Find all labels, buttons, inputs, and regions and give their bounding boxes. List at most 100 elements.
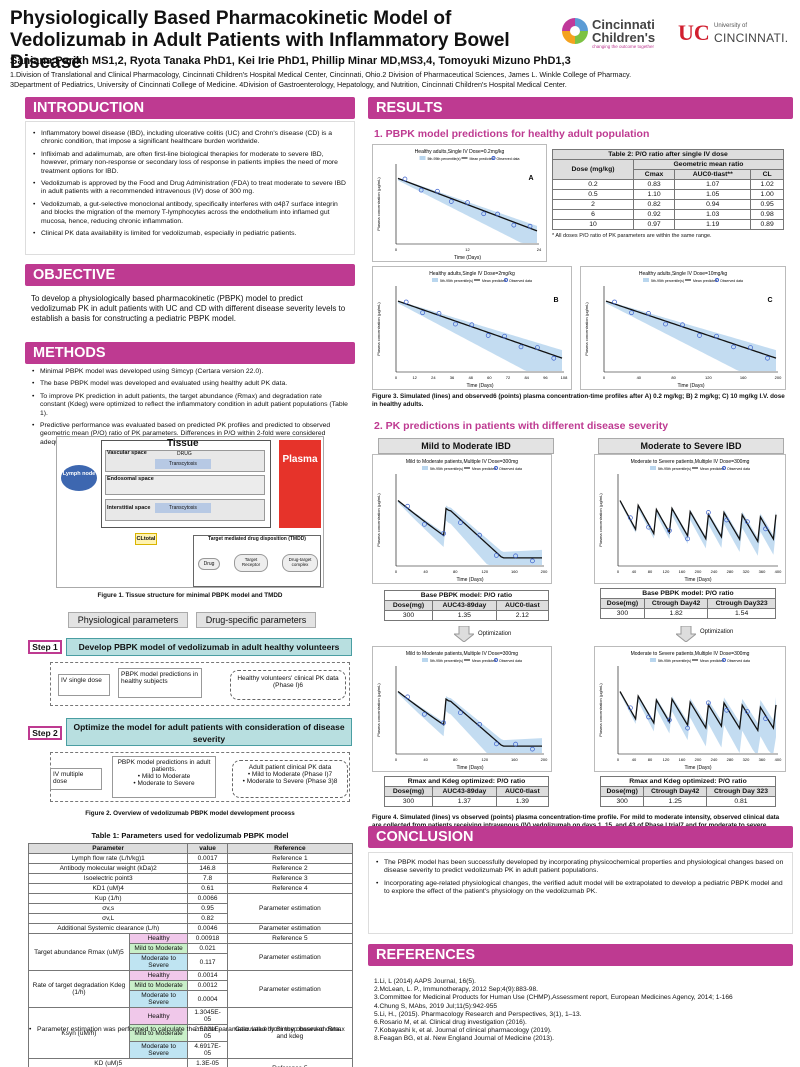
table-1-caption: Table 1: Parameters used for vedolizumab… — [91, 831, 289, 840]
table-cell: 1.07 — [674, 179, 752, 190]
x-tick-label: 200 — [541, 569, 548, 574]
observed-point — [706, 700, 711, 706]
observed-point — [422, 521, 427, 527]
observed-point — [477, 532, 482, 538]
mild-base-table: Base PBPK model: P/O ratio Dose(mg) AUC43… — [383, 590, 550, 621]
table-cell: Kup (1/h) — [27, 893, 189, 904]
plot-title: Healthy adults,Single IV Dose=0.2mg/kg — [415, 149, 505, 155]
patient-pk-mod: • Moderate to Severe (Phase 3)8 — [242, 778, 338, 785]
observed-point — [714, 333, 719, 339]
observed-point — [420, 310, 425, 316]
table-row: Target abundance Rmax (uM)5 Healthy 0.0091… — [28, 933, 354, 971]
observed-point — [745, 519, 750, 525]
x-tick-label: 80 — [453, 569, 458, 574]
table-cell: Additional Systemic clearance (L/h) — [27, 923, 189, 934]
legend-band-label: 5th-95th percentile(s) — [651, 279, 684, 283]
x-tick-label: 40 — [637, 375, 642, 380]
table-row: 6 0.92 1.03 0.98 — [552, 209, 784, 220]
x-tick-label: 360 — [759, 757, 766, 762]
table-cell: Isoelectric point3 — [27, 873, 189, 884]
conclusion-list: The PBPK model has been successfully dev… — [375, 859, 786, 897]
mild-base-title: Base PBPK model: P/O ratio — [384, 590, 549, 601]
tissue-box — [101, 440, 271, 528]
observed-point — [724, 517, 729, 523]
cincinnati-childrens-logo: Cincinnati Children's changing the outco… — [560, 14, 680, 52]
x-tick-label: 96 — [543, 375, 548, 380]
observed-point — [685, 725, 690, 731]
table-cell: Reference — [226, 843, 354, 854]
x-tick-label: 120 — [481, 757, 488, 762]
legend-dot-swatch — [494, 466, 498, 470]
x-tick-label: 400 — [775, 569, 782, 574]
mod-opt-table-box: Rmax and Kdeg optimized: P/O ratio Dose(… — [599, 776, 777, 807]
drug-specific-parameters: Drug-specific parameters — [196, 612, 316, 628]
y-axis-label: Plasma concentration (µg/mL) — [376, 177, 381, 231]
x-tick-label: 80 — [648, 569, 653, 574]
x-tick-label: 320 — [743, 569, 750, 574]
observed-point — [477, 721, 482, 727]
mild-opt-c0: 300 — [383, 796, 434, 807]
table-cell: 146.8 — [187, 863, 228, 874]
observed-point — [685, 536, 690, 542]
observed-point — [530, 746, 535, 752]
table-cell: 0.5 — [552, 189, 634, 200]
methods-list: Minimal PBPK model was developed using S… — [31, 368, 349, 447]
table-cell: KD (uM)5 — [27, 1058, 189, 1067]
intro-bullet-item: Infliximab and adalimumab, are often fir… — [32, 151, 348, 176]
table-cell: 0.0014 — [187, 970, 228, 981]
uc-logo-big: CINCINNATI. — [714, 31, 789, 45]
table-cell: 0.2 — [552, 179, 634, 190]
table-cell: 7.8 — [187, 873, 228, 884]
x-tick-label: 0 — [617, 569, 620, 574]
patient-pk-mild: • Mild to Moderate (Phase I)7 — [247, 771, 333, 778]
mod-opt-h2: Ctrough Day 323 — [705, 786, 777, 797]
table-cell: Healthy — [128, 970, 189, 981]
legend-dot-swatch — [504, 278, 508, 282]
legend-band-swatch — [643, 278, 649, 282]
x-tick-label: 120 — [705, 375, 712, 380]
observed-point — [535, 345, 540, 350]
observed-point — [763, 716, 768, 721]
plot-a: Healthy adults,Single IV Dose=0.2mg/kg 5t… — [372, 144, 547, 262]
mean-predicted-line — [397, 499, 542, 559]
mean-predicted-line — [619, 691, 777, 733]
legend-line-label: Mean predicted — [472, 467, 496, 471]
table-cell: 1.05 — [674, 189, 752, 200]
step-2-title: Optimize the model for adult patients wi… — [66, 718, 352, 746]
results-section-2: 2. PK predictions in patients with diffe… — [374, 420, 669, 432]
table-cell: Mild to Moderate — [128, 943, 189, 954]
prediction-band — [606, 300, 776, 371]
x-tick-label: 12 — [465, 247, 470, 252]
legend-dot-label: Observed data — [720, 279, 743, 283]
observed-point — [465, 200, 470, 206]
table-2-h3: CL — [750, 169, 784, 180]
table-row: Antibody molecular weight (kDa)2 146.8 Ref… — [27, 863, 354, 874]
prediction-band — [398, 691, 542, 753]
legend-band-swatch — [650, 466, 656, 470]
pred-adult-mild: • Mild to Moderate — [137, 773, 191, 780]
legend-dot-label: Observed data — [497, 157, 520, 161]
x-tick-label: 0 — [395, 375, 398, 380]
mild-opt-c1: 1.37 — [432, 796, 497, 807]
university-cincinnati-logo: UC University of CINCINNATI. — [678, 20, 796, 50]
vascular-label: Vascular space — [107, 450, 147, 456]
legend-line-label: Mean predicted — [700, 467, 724, 471]
authors: Sanjana Parikh MS1,2, Ryota Tanaka PhD1,… — [10, 55, 571, 67]
prediction-band — [620, 691, 776, 753]
observed-point — [646, 714, 651, 720]
plot-mild-opt: Mild to Moderate patients,Multiple IV Do… — [372, 646, 552, 772]
childrens-logo-name: Cincinnati Children's — [592, 17, 656, 45]
poster-title: Physiologically Based Pharmacokinetic Mo… — [10, 8, 510, 73]
prediction-band — [398, 500, 542, 565]
table-cell: 0.0012 — [187, 980, 228, 991]
reference-item: 8.Feagan BG, et al. New England Journal … — [374, 1035, 554, 1043]
lymph-node: Lymph node — [61, 465, 97, 491]
mod-base-h2: Ctrough Day323 — [707, 598, 776, 609]
mod-opt-c1: 1.25 — [643, 796, 707, 807]
table-row: Parameter value Reference — [27, 843, 354, 854]
mod-base-c0: 300 — [600, 608, 645, 619]
table-cell: 0.82 — [632, 199, 676, 210]
legend-line-label: Mean predicted — [482, 279, 506, 283]
pred-adult-title: PBPK model predictions in adult patients… — [117, 759, 211, 773]
tmdd-drug: Drug — [198, 558, 220, 570]
